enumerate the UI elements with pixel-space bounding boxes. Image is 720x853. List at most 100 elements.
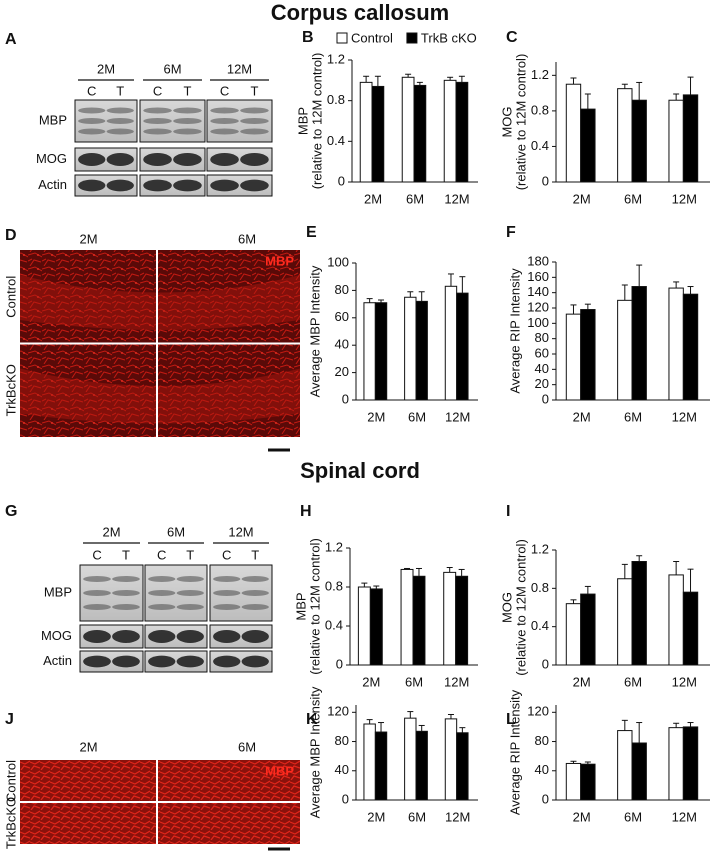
panel-letter: G xyxy=(5,503,17,520)
bar xyxy=(682,726,699,801)
y-tick-label: 1.2 xyxy=(327,51,345,66)
bar xyxy=(455,81,469,183)
blot-band xyxy=(148,630,176,643)
y-axis-label: MOG xyxy=(499,106,514,137)
y-tick-label: 80 xyxy=(535,330,549,345)
y-tick-label: 20 xyxy=(535,376,549,391)
blot-band xyxy=(112,604,140,610)
bar xyxy=(565,83,582,183)
y-tick-label: 0.4 xyxy=(325,617,343,632)
blot-band xyxy=(213,576,241,582)
x-tick-label: 2M xyxy=(362,674,380,689)
y-tick-label: 1.2 xyxy=(531,541,549,556)
bar xyxy=(631,99,647,183)
stain-label: MBP xyxy=(265,763,294,778)
y-tick-label: 0.4 xyxy=(531,138,549,153)
y-tick-label: 1.2 xyxy=(531,67,549,82)
panel-letter: H xyxy=(300,503,312,520)
bar xyxy=(374,731,388,801)
row-label: MOG xyxy=(41,628,72,643)
lane-label: T xyxy=(183,83,191,98)
bar xyxy=(668,727,684,801)
x-tick-label: 6M xyxy=(405,674,423,689)
y-axis-label: MOG xyxy=(499,592,514,623)
column-label: 2M xyxy=(79,231,97,246)
section-title: Spinal cord xyxy=(300,458,420,483)
y-axis-label: Average MBP Intensity xyxy=(307,686,322,818)
blot-band xyxy=(210,153,239,166)
bar xyxy=(369,588,383,666)
blot-band xyxy=(148,655,176,668)
blot-band xyxy=(143,179,172,192)
row-label: TrkBcKO xyxy=(3,364,18,416)
legend-swatch xyxy=(336,32,348,44)
blot-band xyxy=(241,655,269,668)
bar xyxy=(668,99,684,183)
blot-band xyxy=(143,118,172,124)
bar xyxy=(682,293,699,401)
lane-label: T xyxy=(250,83,258,98)
y-tick-label: 40 xyxy=(335,762,349,777)
lane-label: C xyxy=(92,547,101,562)
x-tick-label: 2M xyxy=(573,409,591,424)
x-tick-label: 12M xyxy=(672,191,697,206)
panel-letter: J xyxy=(5,711,14,728)
blot-band xyxy=(83,590,111,596)
bar xyxy=(682,94,699,183)
x-tick-label: 6M xyxy=(406,191,424,206)
bar xyxy=(456,292,469,401)
blot-band xyxy=(106,179,134,192)
bar xyxy=(401,76,415,183)
y-tick-label: 120 xyxy=(527,299,549,314)
y-tick-label: 120 xyxy=(527,704,549,719)
blot-band xyxy=(173,179,202,192)
panel-letter: E xyxy=(306,224,317,241)
blot-band xyxy=(78,118,106,124)
blot-band xyxy=(112,590,140,596)
bar xyxy=(682,591,699,666)
blot-band xyxy=(173,118,202,124)
blot-band xyxy=(213,630,241,643)
y-tick-label: 120 xyxy=(327,704,349,719)
blot-band xyxy=(112,576,140,582)
y-tick-label: 0 xyxy=(542,173,549,188)
y-tick-label: 1.2 xyxy=(325,539,343,554)
bar xyxy=(357,586,371,666)
age-label: 2M xyxy=(97,61,115,76)
bar xyxy=(415,730,428,801)
y-tick-label: 0.4 xyxy=(531,618,549,633)
y-tick-label: 80 xyxy=(335,733,349,748)
bar xyxy=(668,574,684,666)
blot-band xyxy=(106,107,134,114)
blot-band xyxy=(83,576,111,582)
blot-band xyxy=(176,590,204,596)
y-axis-label: Average RIP Intensity xyxy=(507,689,522,815)
blot-band xyxy=(241,630,269,643)
blot-band xyxy=(240,118,269,124)
tissue-band xyxy=(20,368,300,424)
y-axis-label: (relative to 12M control) xyxy=(309,53,324,190)
y-tick-label: 140 xyxy=(527,284,549,299)
bar xyxy=(374,302,388,401)
y-tick-label: 80 xyxy=(535,733,549,748)
blot-band xyxy=(173,107,202,114)
x-tick-label: 12M xyxy=(672,409,697,424)
y-tick-label: 40 xyxy=(535,361,549,376)
bar xyxy=(455,575,469,666)
x-tick-label: 12M xyxy=(672,674,697,689)
column-label: 6M xyxy=(238,231,256,246)
blot-band xyxy=(173,128,202,135)
blot-band xyxy=(210,128,239,135)
bar xyxy=(580,593,596,666)
bar xyxy=(371,85,385,183)
blot-band xyxy=(210,179,239,192)
row-label: MBP xyxy=(44,584,72,599)
blot-band xyxy=(241,590,269,596)
bar xyxy=(359,81,373,183)
blot-band xyxy=(210,107,239,114)
blot-band xyxy=(78,153,106,166)
blot-band xyxy=(176,655,204,668)
bar xyxy=(404,296,417,401)
y-tick-label: 0.8 xyxy=(327,92,345,107)
